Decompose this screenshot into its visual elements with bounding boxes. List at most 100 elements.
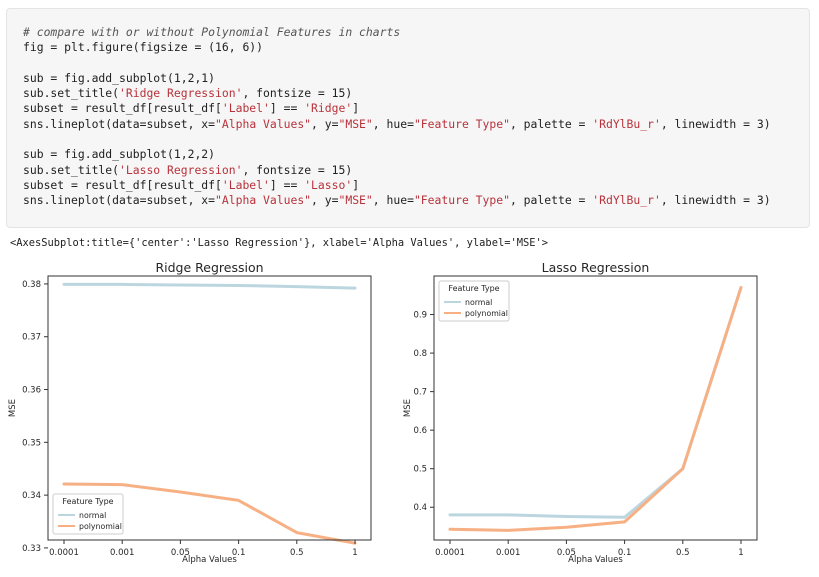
code-line: sub.set_title('Ridge Regression', fontsi… (23, 86, 809, 101)
x-tick-label: 0.05 (171, 548, 190, 558)
code-line: sub = fig.add_subplot(1,2,2) (23, 147, 809, 162)
code-token: sub.set_title( (23, 86, 120, 101)
x-tick-label: 0.001 (110, 548, 134, 558)
code-token: , palette = (509, 193, 593, 208)
code-token: 'Label' (221, 101, 270, 116)
series-line-normal (448, 286, 743, 519)
legend-box (438, 280, 510, 322)
x-tick-label: 0.1 (618, 548, 632, 558)
code-line: # compare with or without Polynomial Fea… (23, 25, 809, 40)
code-token: sub = fig.add_subplot(1,2,2) (23, 147, 216, 162)
legend-label: normal (79, 511, 106, 520)
code-token: , fontsize = 15) (242, 162, 353, 177)
x-tick-label: 0.0001 (435, 548, 465, 558)
y-tick-label: 0.9 (413, 311, 427, 321)
legend-label: polynomial (79, 522, 122, 531)
legend-title: Feature Type (448, 284, 499, 293)
code-token: 'Ridge' (304, 101, 353, 116)
code-block: # compare with or without Polynomial Fea… (23, 25, 809, 209)
x-axis-label: Alpha Values (182, 555, 237, 565)
y-tick-label: 0.8 (413, 349, 427, 359)
code-line: subset = result_df[result_df['Label'] ==… (23, 178, 809, 193)
y-axis-label: MSE (403, 399, 413, 417)
x-tick-label: 0.1 (232, 548, 246, 558)
legend-title: Feature Type (62, 497, 113, 506)
x-tick-label: 0.0001 (49, 548, 79, 558)
y-tick-label: 0.33 (22, 544, 41, 554)
x-axis-label: Alpha Values (568, 555, 623, 565)
code-line: sub = fig.add_subplot(1,2,1) (23, 71, 809, 86)
code-line: fig = plt.figure(figsize = (16, 6)) (23, 40, 809, 55)
x-tick-label: 1 (352, 548, 357, 558)
code-token: sns.lineplot(data=subset, x= (23, 193, 216, 208)
code-token: # compare with or without Polynomial Fea… (23, 25, 401, 39)
y-tick-label: 0.35 (22, 438, 41, 448)
code-token: , y= (311, 116, 339, 131)
code-token: , hue= (372, 193, 414, 208)
code-token: , palette = (509, 116, 593, 131)
code-token: "Feature Type" (413, 116, 510, 131)
code-token: fig = plt.figure(figsize = (16, 6)) (23, 40, 264, 55)
legend-box (52, 493, 124, 535)
code-token: "MSE" (338, 193, 373, 208)
lasso-chart: 0.0001 0.001 0.05 0.1 0.5 1 0.4 0.5 0.6 0.7 0.8 0.9… (403, 260, 758, 565)
code-token: , y= (311, 193, 339, 208)
chart-title: Lasso Regression (542, 260, 650, 275)
code-token: , hue= (372, 116, 414, 131)
y-tick-label: 0.38 (22, 280, 41, 290)
y-tick-label: 0.34 (22, 491, 41, 501)
x-tick-label: 0.001 (496, 548, 520, 558)
y-tick-label: 0.36 (22, 386, 41, 396)
series-line-normal (62, 282, 357, 290)
code-token: 'Lasso' (304, 177, 353, 192)
code-token: 'RdYlBu_r' (592, 116, 661, 131)
x-tick-label: 0.5 (676, 548, 690, 558)
code-token: ] (352, 101, 360, 116)
code-token: "Alpha Values" (215, 116, 312, 131)
code-token: ] == (269, 177, 305, 192)
code-token: sub.set_title( (23, 162, 120, 177)
x-tick-label: 0.05 (557, 548, 576, 558)
legend-label: polynomial (465, 309, 508, 318)
code-token: 'RdYlBu_r' (592, 193, 661, 208)
code-line: sns.lineplot(data=subset, x="Alpha Value… (23, 117, 809, 132)
y-tick-label: 0.5 (413, 465, 427, 475)
code-token: "MSE" (338, 116, 373, 131)
series-line-polynomial (62, 482, 357, 545)
cell-output-text: <AxesSubplot:title={'center':'Lasso Regr… (10, 237, 548, 249)
code-token: , fontsize = 15) (242, 86, 353, 101)
code-token: "Feature Type" (413, 193, 510, 208)
plot-frame (433, 275, 758, 541)
code-token: 'Lasso Regression' (119, 162, 243, 177)
y-tick-label: 0.6 (413, 426, 427, 436)
code-line: sub.set_title('Lasso Regression', fontsi… (23, 163, 809, 178)
legend-label: normal (465, 298, 492, 307)
code-token: "Alpha Values" (215, 193, 312, 208)
code-token: ] (352, 177, 360, 192)
code-token: sns.lineplot(data=subset, x= (23, 116, 216, 131)
code-token: sub = fig.add_subplot(1,2,1) (23, 70, 216, 85)
chart-title: Ridge Regression (155, 260, 263, 275)
code-token: subset = result_df[result_df[ (23, 101, 222, 116)
code-token: , linewidth = 3) (660, 193, 771, 208)
y-tick-label: 0.37 (22, 333, 41, 343)
code-token: 'Label' (221, 177, 270, 192)
x-tick-label: 1 (738, 548, 743, 558)
legend: Feature Type normal polynomial (438, 280, 510, 322)
y-tick-label: 0.4 (413, 503, 427, 513)
ridge-chart: 0.0001 0.001 0.05 0.1 0.5 1 0.33 0.34 0.35 0.36 0.… (8, 260, 372, 565)
code-token: ] == (269, 101, 305, 116)
code-line: sns.lineplot(data=subset, x="Alpha Value… (23, 193, 809, 208)
code-token: 'Ridge Regression' (119, 86, 243, 101)
code-cell[interactable]: # compare with or without Polynomial Fea… (6, 8, 810, 228)
code-line: subset = result_df[result_df['Label'] ==… (23, 101, 809, 116)
y-tick-label: 0.7 (413, 388, 427, 398)
legend: Feature Type normal polynomial (52, 493, 124, 535)
code-token: subset = result_df[result_df[ (23, 177, 222, 192)
x-tick-label: 0.5 (290, 548, 304, 558)
code-token: , linewidth = 3) (660, 116, 771, 131)
series-line-polynomial (448, 286, 743, 532)
plot-frame (47, 275, 372, 541)
y-axis-label: MSE (8, 399, 18, 417)
